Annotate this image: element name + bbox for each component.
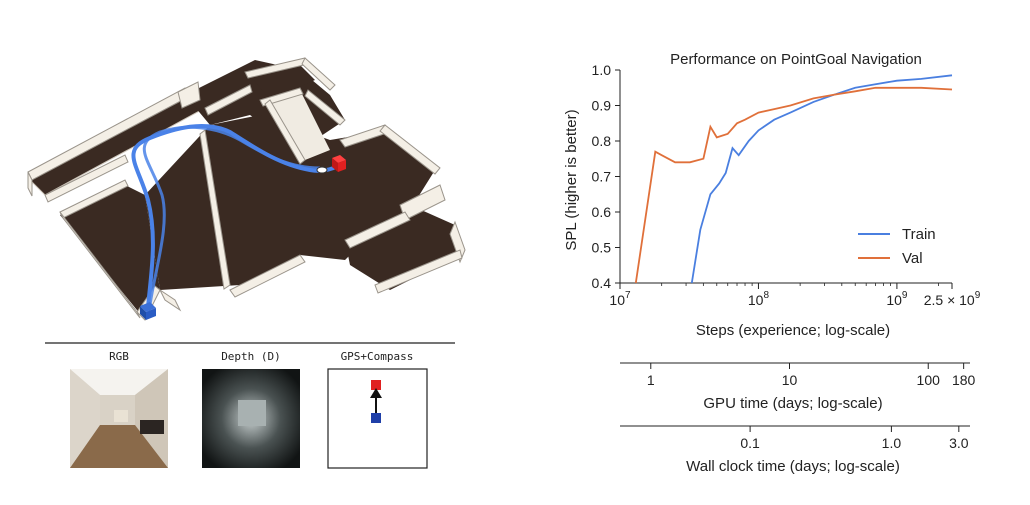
agent-icon [316,166,328,174]
x-axis-label: Steps (experience; log-scale) [696,322,890,339]
y-tick-label: 0.7 [592,169,612,185]
walls [27,57,466,321]
plot-axes: 0.4 0.5 0.6 0.7 0.8 0.9 1.0 107 108 109 2.5 × 109 [592,62,981,308]
y-tick-label: 0.8 [592,133,612,149]
x-tick-label: 107 [609,290,631,308]
arrow-up-icon [370,388,382,398]
secondary-tick-label: 100 [917,372,941,388]
secondary-axis-label: GPU time (days; log-scale) [703,395,882,412]
y-tick-label: 0.6 [592,204,612,220]
environment-map: RGB Depth (D) GPS+Compass [27,57,466,469]
x-tick-label: 2.5 × 109 [924,290,981,308]
secondary-axis-label: Wall clock time (days; log-scale) [686,458,900,475]
agent-square-icon [371,413,381,423]
plot-series [634,74,953,284]
chart-title: Performance on PointGoal Navigation [670,51,922,68]
secondary-tick-label: 3.0 [949,435,969,451]
secondary-axes: 1 10 100 180 GPU time (days; log-scale) 0.1 1.… [620,362,976,475]
sensor-label-depth: Depth (D) [221,350,281,363]
x-tick-label: 109 [886,290,908,308]
legend: Train Val [858,226,936,267]
secondary-tick-label: 10 [782,372,798,388]
spl-chart: Performance on PointGoal Navigation 0.40… [563,51,981,475]
y-tick-label: 0.4 [592,275,612,291]
environment-panel: RGB Depth (D) GPS+Compass [0,0,480,500]
y-tick-label: 1.0 [592,62,612,78]
depth-image [202,369,300,468]
sensor-label-gps: GPS+Compass [341,350,414,363]
secondary-tick-label: 1 [647,372,655,388]
series-line-val [634,86,953,284]
start-marker-icon [140,302,156,320]
y-axis-label: SPL (higher is better) [563,109,580,250]
secondary-tick-label: 1.0 [882,435,902,451]
gps-compass-box [327,368,428,469]
legend-label-train: Train [902,226,936,243]
secondary-tick-label: 0.1 [740,435,760,451]
x-tick-label: 108 [748,290,770,308]
y-tick-label: 0.9 [592,98,612,114]
series-line-train [690,74,953,284]
chart-panel: Performance on PointGoal Navigation 0.4 0… [560,40,1020,490]
legend-label-val: Val [902,250,923,267]
y-tick-label: 0.5 [592,240,612,256]
sensor-label-rgb: RGB [109,350,129,363]
secondary-tick-label: 180 [952,372,976,388]
rgb-image [70,369,168,468]
goal-square-icon [371,380,381,390]
goal-marker-icon [332,155,346,172]
